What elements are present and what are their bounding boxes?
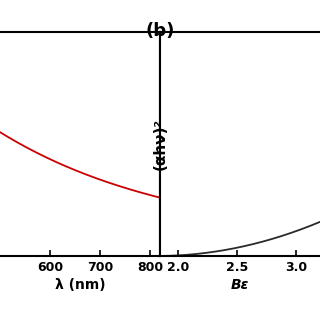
Text: (αhν)²: (αhν)²: [153, 118, 167, 170]
Text: (b): (b): [145, 22, 175, 40]
X-axis label: Bε: Bε: [231, 278, 249, 292]
X-axis label: λ (nm): λ (nm): [55, 278, 105, 292]
